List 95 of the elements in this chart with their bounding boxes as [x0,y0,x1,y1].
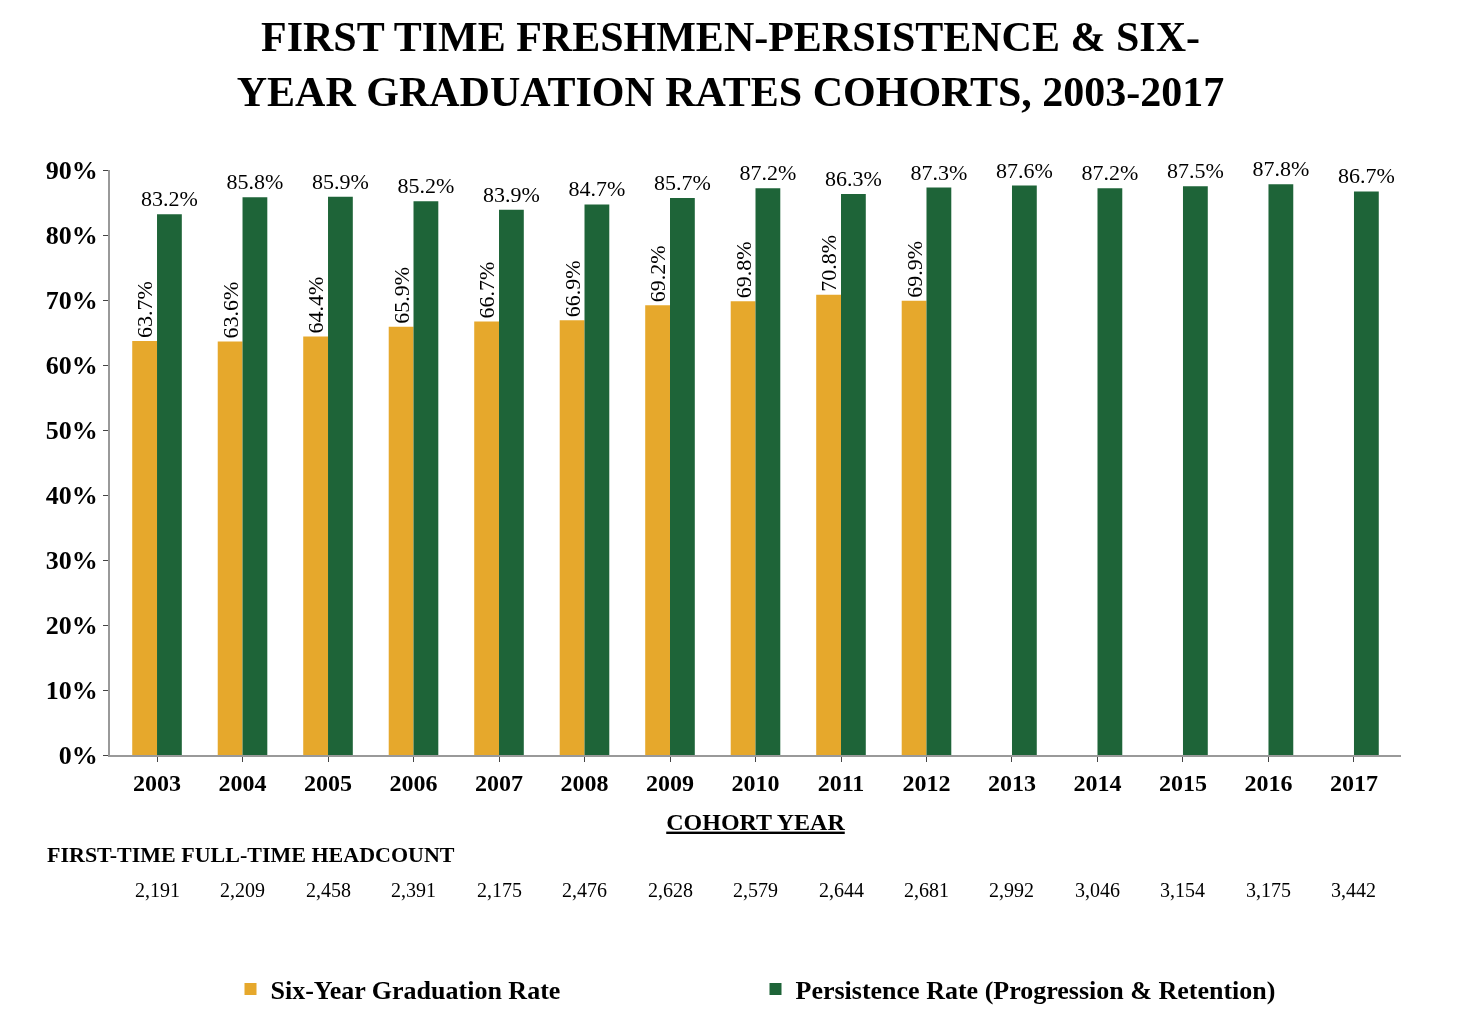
y-tick-label: 90% [45,156,98,186]
bar [670,197,695,755]
data-label: 64.4% [303,276,329,334]
bar [303,336,329,755]
data-label: 84.7% [568,176,626,202]
x-tick-label: 2011 [817,769,865,796]
y-tick-label: 60% [45,351,98,381]
text: 2,579 [733,879,778,901]
bar [645,305,670,755]
text: 2,992 [989,879,1034,901]
y-tick-label: 0% [58,741,98,771]
x-tick-label: 2016 [1244,769,1293,796]
y-tick-label: 20% [45,611,98,641]
data-label: 63.7% [132,281,158,338]
bar [1182,186,1208,755]
x-tick-label: 2006 [389,769,438,796]
data-label: 85.2% [397,173,455,199]
data-label: 87.5% [1166,158,1224,184]
text: 2,391 [391,879,436,901]
x-tick-label: 2004 [218,769,267,796]
bar [1097,188,1123,755]
y-tick-label: 80% [45,221,98,251]
x-tick-label: 2007 [475,769,524,796]
bar [217,341,243,755]
bar [242,197,268,755]
data-label: 87.2% [739,160,797,186]
bar [730,301,756,755]
text: 3,442 [1331,879,1376,901]
data-label: 86.7% [1337,163,1395,189]
x-tick-label: 2015 [1158,769,1207,796]
bar [1353,191,1379,755]
x-tick-label: 2005 [304,769,353,796]
text: 2,628 [648,879,693,901]
legend-label: Persistence Rate (Progression & Retention) [795,976,1276,1006]
bar [926,187,952,755]
data-label: 87.2% [1081,160,1139,186]
y-tick-label: 40% [45,481,98,511]
data-label: 85.7% [653,169,711,195]
bar [584,204,610,755]
text: 2,681 [904,879,949,901]
data-label: 85.9% [312,168,369,194]
data-label: 69.9% [901,240,927,298]
text: 2,476 [562,879,607,901]
bar [841,194,866,755]
y-tick-label: 30% [45,546,98,576]
data-label: 65.9% [388,266,414,324]
data-label: 70.8% [816,234,842,292]
bar [474,321,500,755]
text: 2,191 [135,879,180,901]
y-tick-label: 10% [45,676,98,706]
bar [559,320,585,755]
y-tick-label: 70% [45,286,98,316]
bar [816,294,841,755]
x-tick-label: 2008 [560,769,609,796]
text: FIRST-TIME FULL-TIME HEADCOUNT [47,842,455,867]
bar [1011,185,1037,755]
x-tick-label: 2010 [731,769,780,796]
data-label: 85.8% [226,169,284,195]
data-label: 83.9% [482,181,540,207]
y-tick-label: 50% [45,416,98,446]
data-label: 83.2% [141,186,198,212]
bar [132,340,158,755]
text: 3,175 [1246,879,1291,901]
x-tick-label: 2009 [646,769,694,796]
text: 3,046 [1075,879,1120,901]
bar [157,214,182,755]
bar [499,209,524,755]
text: 3,154 [1160,879,1205,901]
data-label: 69.8% [730,241,756,299]
data-label: 66.9% [559,260,585,318]
chart-title: FIRST TIME FRESHMEN-PERSISTENCE & SIX-YEAR GRADUATION RATES COHORTS, 2003-2017 [236,14,1225,115]
data-label: 63.6% [217,281,243,339]
bar [328,196,353,755]
data-label: 66.7% [474,261,500,319]
text: 2,458 [306,879,351,901]
x-tick-label: 2014 [1073,769,1122,796]
text: 2,644 [819,879,864,901]
bar [388,326,414,755]
text: 2,209 [220,879,265,901]
x-axis-title: COHORT YEAR [666,808,846,835]
data-label: 69.2% [645,245,671,303]
data-label: 87.6% [995,157,1053,183]
x-tick-label: 2012 [902,769,951,796]
bar [413,201,439,755]
bar [901,300,927,755]
x-tick-label: 2013 [987,769,1036,796]
data-label: 86.3% [824,166,882,192]
data-label: 87.3% [910,159,968,185]
bar [1268,184,1294,755]
legend-label: Six-Year Graduation Rate [270,976,561,1006]
x-tick-label: 2017 [1329,769,1378,796]
data-label: 87.8% [1252,156,1310,182]
x-tick-label: 2003 [133,769,182,796]
bar [755,188,781,755]
text: 2,175 [477,879,522,901]
